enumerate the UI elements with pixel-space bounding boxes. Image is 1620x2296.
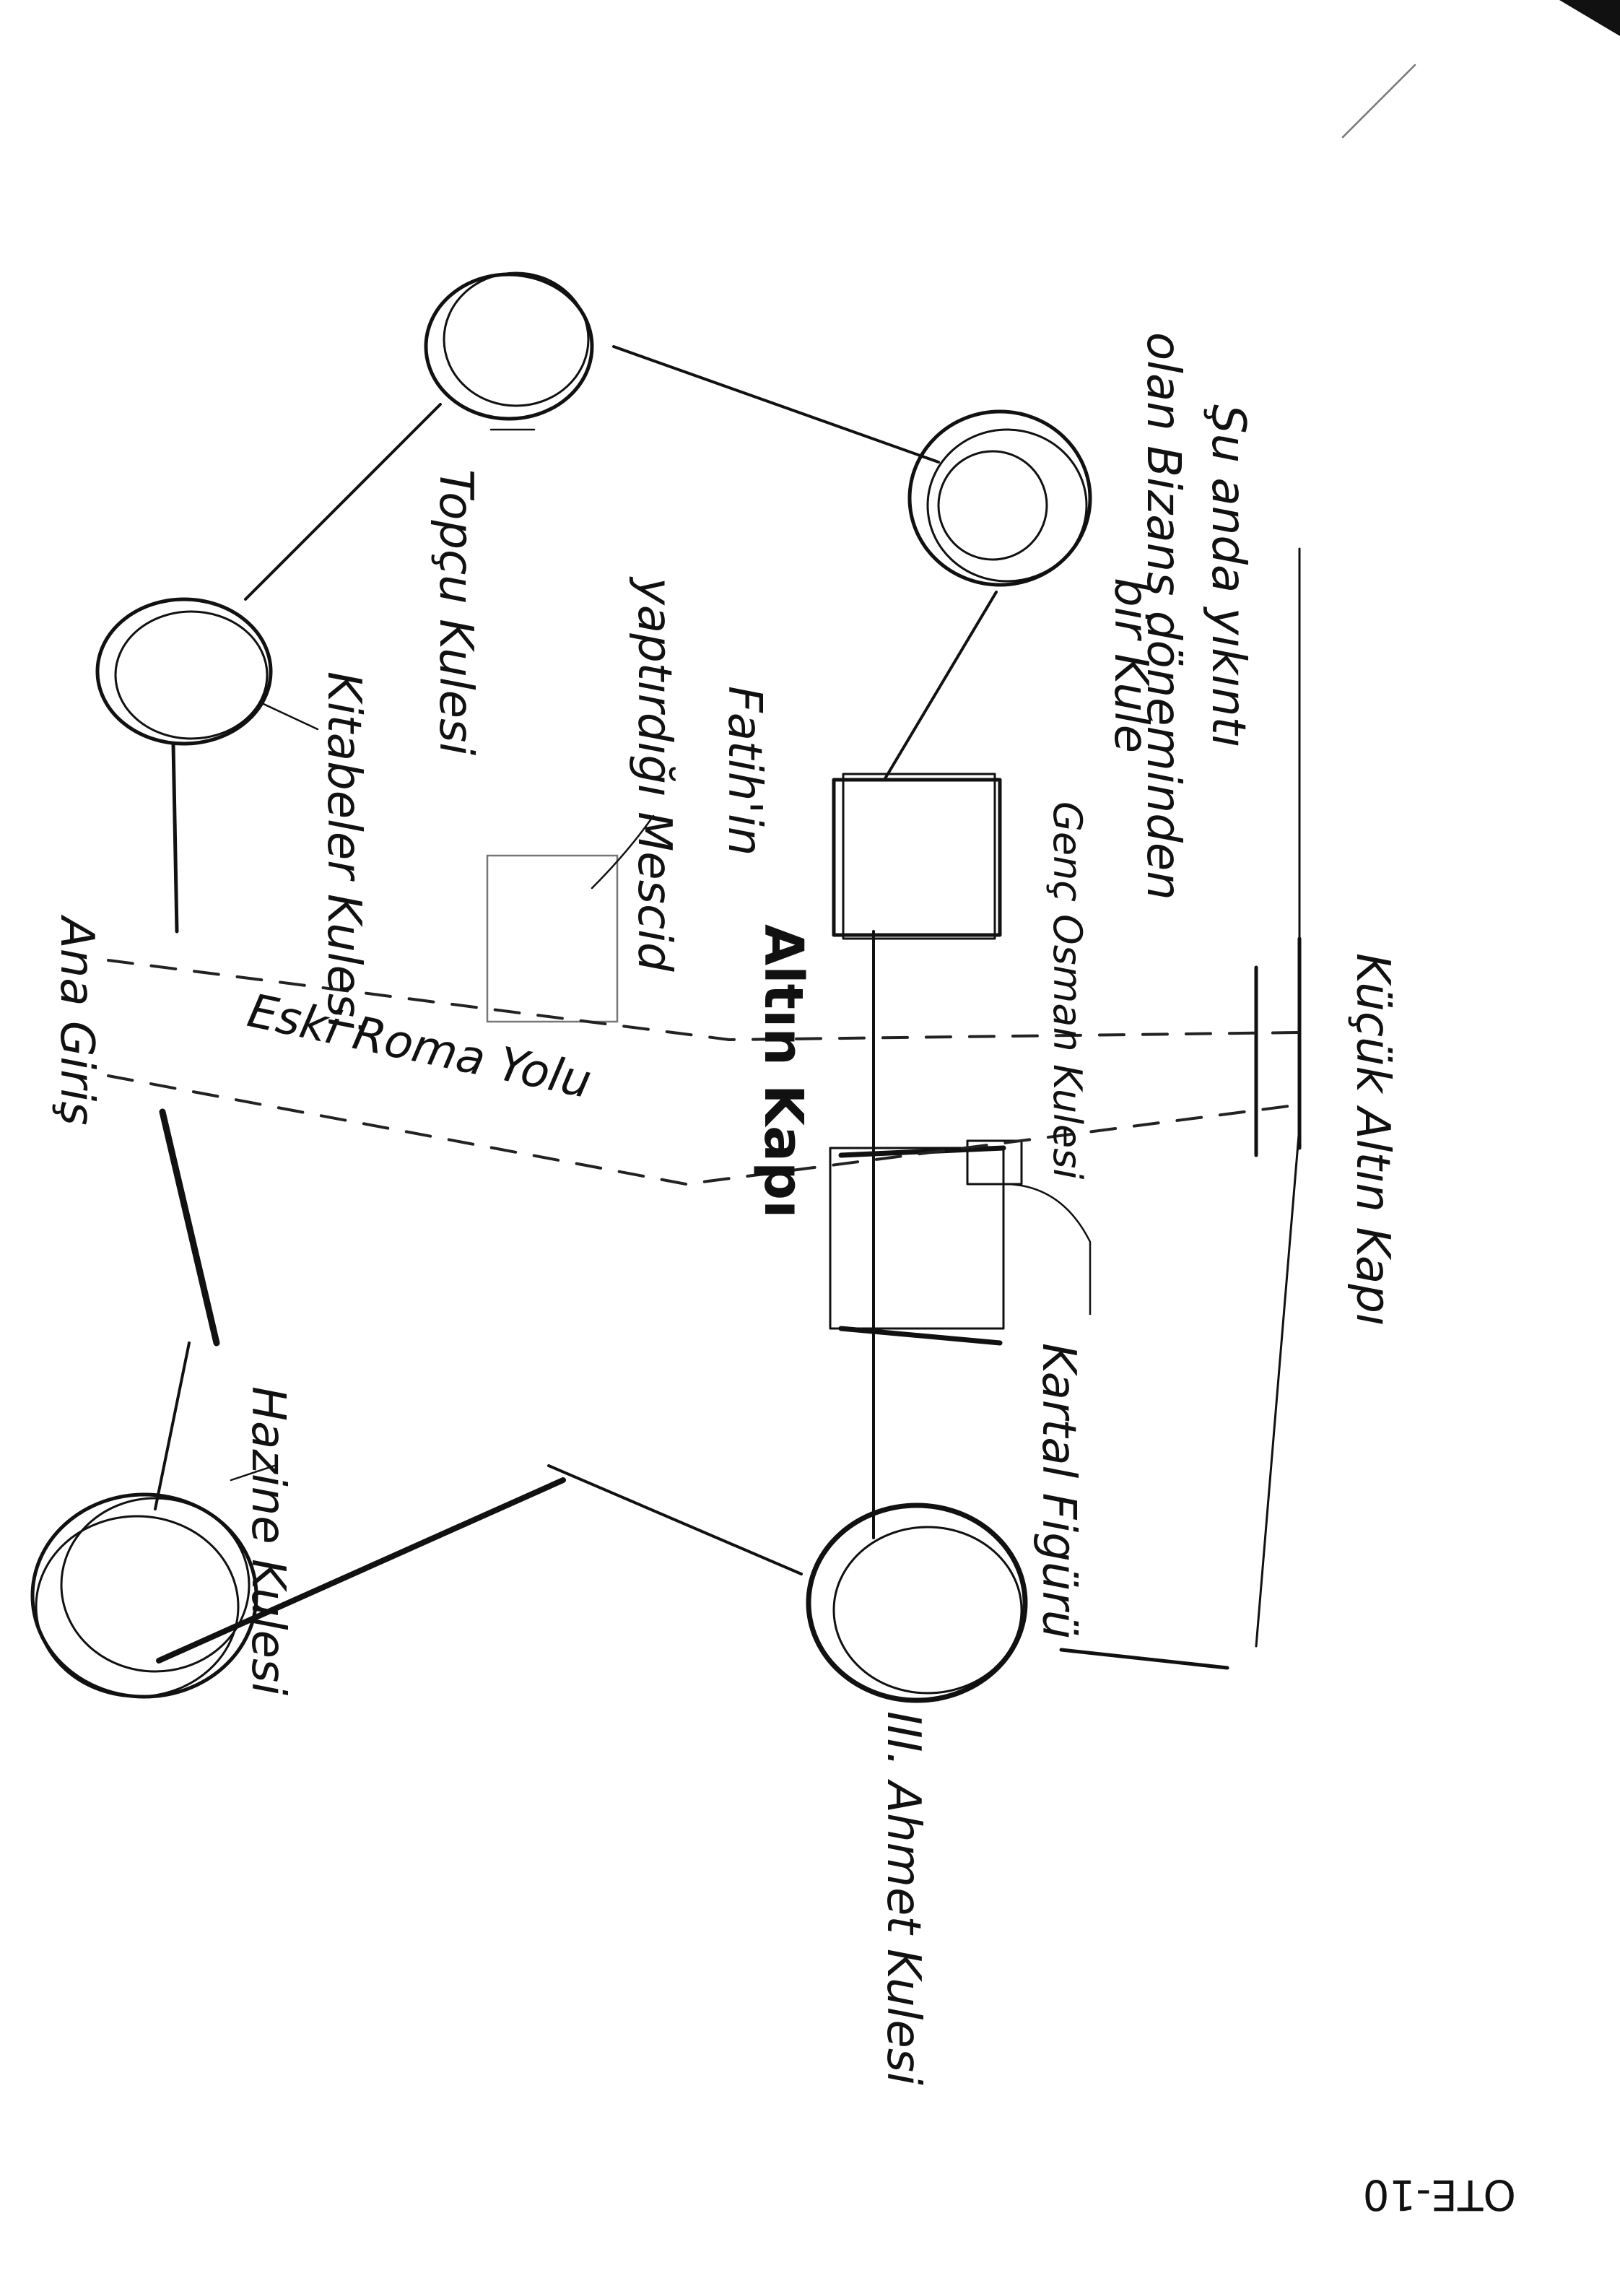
label-leader-lines — [230, 428, 1092, 1702]
fortress-walls — [154, 345, 1301, 1670]
label-topcu-tower: Topçu Kulesi — [429, 469, 482, 755]
label-kucuk-altin-kapi: Küçük Altın Kapı — [1346, 953, 1399, 1326]
corner-ink-mark — [1559, 0, 1620, 36]
label-kitabeler-tower: Kitabeler Kulesi — [317, 671, 370, 1030]
label-hazine-tower: Hazine Kulesi — [241, 1386, 295, 1695]
label-roman-road: Eski Roma Yolu — [243, 984, 596, 1109]
tower-hazine-circle — [30, 1492, 258, 1699]
corner-faint-stroke — [1341, 64, 1416, 139]
small-golden-gate-marks — [1254, 936, 1302, 1157]
tower-bizans-circle — [907, 409, 1092, 587]
label-bizans-tower-line3: bir Kule — [1104, 578, 1157, 753]
label-kartal-figure: Kartal Figürü — [1032, 1343, 1085, 1639]
gate-structure-rectangles — [829, 1139, 1023, 1346]
page-code: OTE-10 — [1363, 2170, 1516, 2219]
tower-genc-osman-square — [832, 773, 1002, 940]
label-altin-kapi: Altın Kapı — [752, 924, 814, 1218]
label-mescid-line1: Fatih'in — [718, 686, 771, 856]
label-genc-osman-tower: Genç Osman Kulesi — [1045, 801, 1090, 1179]
label-ana-giris: Ana Giriş — [50, 914, 103, 1126]
tower-ahmet-circle — [806, 1503, 1028, 1703]
mescid-outline — [486, 854, 619, 1023]
label-bizans-tower-line2: olan Bizans döneminden — [1136, 332, 1190, 900]
label-bizans-tower-line1: Şu anda yıkıntı — [1201, 404, 1255, 747]
roman-road-dashed — [107, 959, 1301, 1186]
label-ahmet-tower: III. Ahmet Kulesi — [876, 1711, 930, 2085]
tower-topcu-circle — [424, 271, 594, 421]
label-mescid-line2: yaptırdığı Mescid — [627, 576, 681, 972]
tower-kitabeler-circle — [95, 597, 273, 746]
